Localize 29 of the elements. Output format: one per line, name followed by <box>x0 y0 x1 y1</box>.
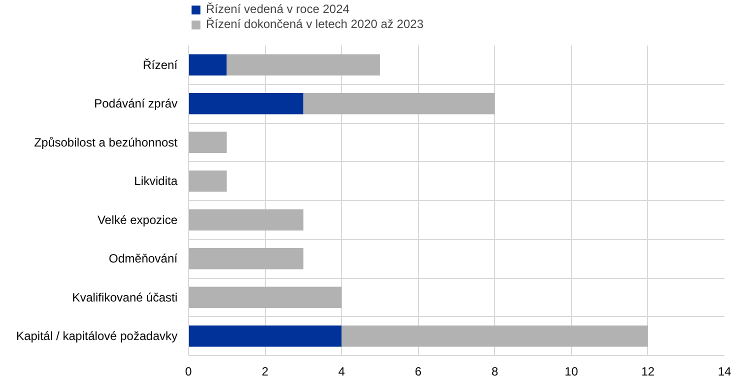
x-tick-label: 2 <box>262 364 269 378</box>
bar <box>188 209 304 231</box>
x-tick-label: 8 <box>491 364 498 378</box>
y-tick-label: Odměňování <box>108 252 178 266</box>
x-tick-label: 0 <box>185 364 192 378</box>
x-tick-label: 4 <box>338 364 346 378</box>
bar <box>226 54 380 76</box>
y-tick-label: Kapitál / kapitálové požadavky <box>16 329 178 344</box>
x-tick-label: 14 <box>718 364 732 378</box>
legend-label: Řízení vedená v roce 2024 <box>206 2 350 16</box>
x-tick-label: 6 <box>414 364 422 378</box>
bar <box>188 286 342 308</box>
y-tick-label: Likvidita <box>134 174 178 188</box>
bar <box>342 325 648 347</box>
x-tick-label: 12 <box>641 364 655 378</box>
y-tick-label: Kvalifikované účasti <box>72 290 178 304</box>
y-tick-label: Velké expozice <box>97 212 178 227</box>
y-tick-label: Řízení <box>142 58 178 72</box>
legend-label: Řízení dokončená v letech 2020 až 2023 <box>206 17 424 31</box>
bar <box>188 170 227 192</box>
bar <box>188 325 342 347</box>
y-tick-label: Způsobilost a bezúhonnost <box>34 135 178 150</box>
bar <box>303 92 495 114</box>
bar <box>188 54 227 76</box>
bar <box>188 248 304 270</box>
x-tick-label: 10 <box>564 364 578 378</box>
bar <box>188 132 227 154</box>
y-tick-label: Podávání zpráv <box>94 96 178 111</box>
bar <box>188 92 304 114</box>
